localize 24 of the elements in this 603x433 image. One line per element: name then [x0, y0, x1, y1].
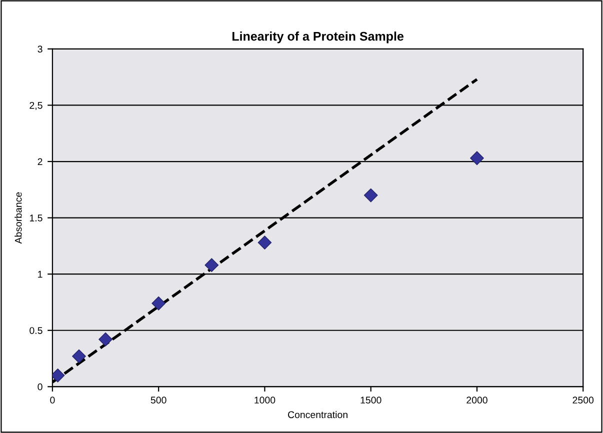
point — [364, 188, 378, 202]
y-tick-label: 0 — [38, 383, 42, 390]
point — [72, 349, 86, 364]
x-tick-label: 2500 — [572, 396, 594, 404]
x-tick-label: 0 — [50, 396, 55, 404]
y-tick-label: 2 — [38, 158, 42, 166]
chart-title: Linearity of a Protein Sample — [232, 32, 404, 44]
point — [52, 368, 65, 382]
point — [258, 236, 272, 250]
y-tick-label: 3 — [38, 46, 42, 53]
point — [470, 151, 484, 166]
x-axis-title: Concentration — [288, 411, 348, 418]
point — [98, 332, 112, 346]
y-tick-label: 1 — [38, 270, 42, 278]
y-axis-title: Absorbance — [14, 192, 22, 244]
point — [152, 296, 166, 310]
x-tick-label: 1500 — [360, 396, 382, 404]
x-tick-label: 2000 — [466, 396, 488, 404]
x-tick-label: 500 — [150, 396, 166, 404]
y-tick-label: 1.5 — [30, 214, 42, 222]
y-tick-label: 2,5 — [30, 102, 42, 110]
y-tick-label: 0.5 — [30, 327, 42, 334]
x-tick-label: 1000 — [254, 396, 276, 404]
point — [204, 258, 219, 272]
